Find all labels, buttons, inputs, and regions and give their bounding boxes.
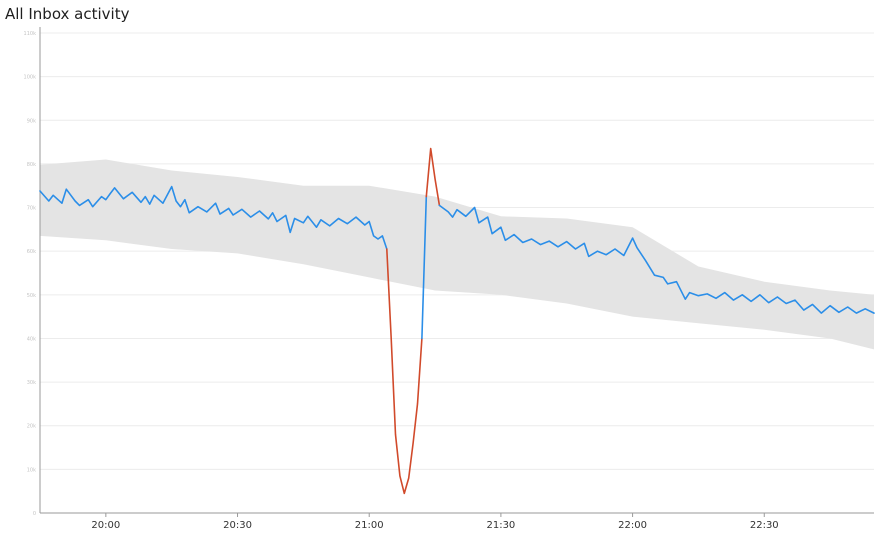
anomaly-segment-3[interactable] <box>425 147 441 207</box>
tick-labels: 0 10k 20k 30k 40k 50k 60k 70k 80k 90k 100k 110k 20:0… <box>24 31 779 531</box>
y-tick-label-1: 10k <box>27 467 36 473</box>
expected-range-band <box>40 159 874 350</box>
y-tick-label-9: 90k <box>27 118 36 124</box>
y-tick-label-7: 70k <box>27 206 36 212</box>
anomaly-segment-1[interactable] <box>385 248 423 495</box>
activity-line-segment-0[interactable] <box>39 185 388 250</box>
x-tick-label-5: 22:30 <box>750 520 779 531</box>
y-tick-label-2: 20k <box>27 424 36 430</box>
y-tick-label-4: 40k <box>27 336 36 342</box>
x-tick-label-1: 20:30 <box>223 520 252 531</box>
expected-range-band-group <box>40 159 874 350</box>
y-tick-label-6: 60k <box>27 249 36 255</box>
grid-lines <box>40 32 874 470</box>
x-tick-label-2: 21:00 <box>355 520 384 531</box>
x-tick-label-0: 20:00 <box>91 520 120 531</box>
axes <box>39 27 874 517</box>
x-tick-label-4: 22:00 <box>618 520 647 531</box>
panel-title: All Inbox activity <box>5 5 130 23</box>
y-tick-label-3: 30k <box>27 380 36 386</box>
y-tick-label-11: 110k <box>24 31 37 37</box>
y-tick-label-8: 80k <box>27 162 36 168</box>
activity-line-segment-4[interactable] <box>438 204 875 314</box>
y-tick-label-5: 50k <box>27 293 36 299</box>
y-tick-label-10: 100k <box>24 75 37 81</box>
activity-line-segment-2[interactable] <box>421 195 428 340</box>
x-tick-label-3: 21:30 <box>486 520 515 531</box>
series-lines[interactable] <box>39 147 875 495</box>
y-tick-label-0: 0 <box>33 511 36 517</box>
